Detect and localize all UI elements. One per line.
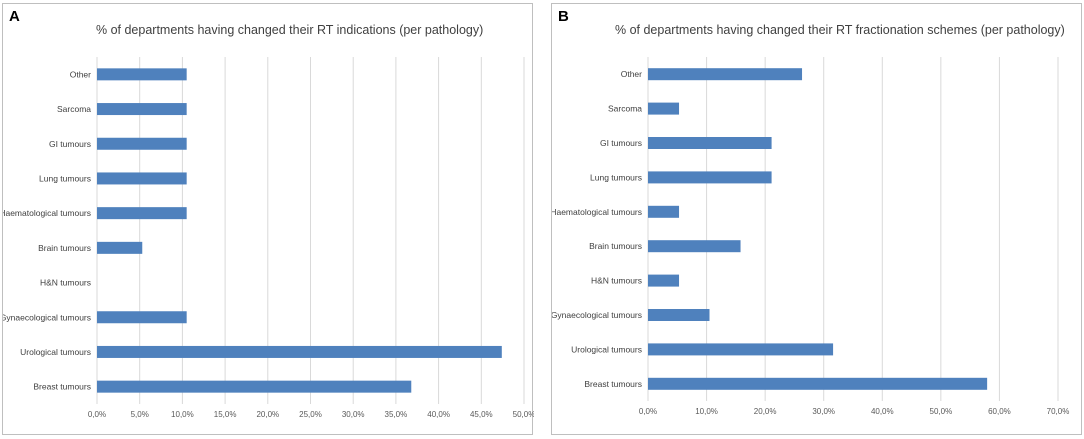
- category-label: H&N tumours: [40, 278, 91, 288]
- category-label: Urological tumours: [20, 347, 91, 357]
- bar: [97, 345, 502, 358]
- bar: [97, 68, 187, 81]
- tick-label: 30,0%: [812, 407, 835, 416]
- chart-title: % of departments having changed their RT…: [615, 23, 1065, 37]
- tick-label: 60,0%: [988, 407, 1011, 416]
- bar: [97, 103, 187, 116]
- category-label: Other: [621, 69, 642, 79]
- bar: [648, 171, 772, 184]
- panel-label: B: [558, 8, 569, 25]
- category-label: GI tumours: [600, 138, 642, 148]
- tick-label: 0,0%: [639, 407, 657, 416]
- bar: [648, 377, 988, 390]
- tick-label: 50,0%: [930, 407, 953, 416]
- bar: [648, 274, 680, 287]
- tick-label: 10,0%: [695, 407, 718, 416]
- tick-label: 70,0%: [1047, 407, 1070, 416]
- bar: [97, 380, 412, 393]
- bar: [97, 172, 187, 185]
- bar: [648, 137, 772, 149]
- chart-panel-b: B % of departments having changed their …: [551, 3, 1082, 435]
- bar: [648, 309, 710, 321]
- category-label: Brain tumours: [38, 243, 91, 253]
- category-label: Breast tumours: [33, 382, 91, 392]
- bar: [97, 137, 187, 150]
- bar: [97, 311, 187, 324]
- category-label: H&N tumours: [591, 276, 642, 286]
- bar: [97, 207, 187, 220]
- category-label: Sarcoma: [57, 104, 91, 114]
- tick-label: 15,0%: [214, 410, 237, 419]
- category-label: Haematological tumours: [3, 208, 91, 218]
- tick-label: 30,0%: [342, 410, 365, 419]
- bar: [648, 205, 680, 218]
- chart-title: % of departments having changed their RT…: [96, 23, 484, 37]
- tick-label: 45,0%: [470, 410, 493, 419]
- bar: [648, 102, 680, 115]
- category-label: Breast tumours: [584, 379, 642, 389]
- category-label: Urological tumours: [571, 344, 642, 354]
- tick-label: 5,0%: [131, 410, 149, 419]
- tick-label: 10,0%: [171, 410, 194, 419]
- category-label: GI tumours: [49, 139, 91, 149]
- tick-label: 20,0%: [256, 410, 279, 419]
- tick-label: 40,0%: [427, 410, 450, 419]
- category-label: Haematological tumours: [552, 207, 642, 217]
- category-label: Brain tumours: [589, 241, 642, 251]
- tick-label: 50,0%: [513, 410, 534, 419]
- category-label: Sarcoma: [608, 104, 642, 114]
- bar: [97, 241, 143, 254]
- tick-label: 20,0%: [754, 407, 777, 416]
- tick-label: 0,0%: [88, 410, 106, 419]
- bar-chart-b: Other Sarcoma GI tumours Lung tumours Haemat…: [552, 57, 1070, 416]
- category-label: Lung tumours: [39, 173, 91, 183]
- bar-chart-a: Other Sarcoma GI tumours Lung tumours Haemat…: [3, 57, 534, 419]
- category-label: Gynaecological tumours: [3, 312, 91, 322]
- category-label: Other: [70, 69, 91, 79]
- bar: [648, 343, 834, 356]
- bar: [648, 240, 741, 253]
- tick-label: 35,0%: [385, 410, 408, 419]
- panel-label: A: [9, 8, 20, 25]
- chart-panel-a: A % of departments having changed their …: [2, 3, 534, 435]
- tick-label: 25,0%: [299, 410, 322, 419]
- category-label: Gynaecological tumours: [552, 310, 642, 320]
- tick-label: 40,0%: [871, 407, 894, 416]
- category-label: Lung tumours: [590, 172, 642, 182]
- bar: [648, 68, 803, 81]
